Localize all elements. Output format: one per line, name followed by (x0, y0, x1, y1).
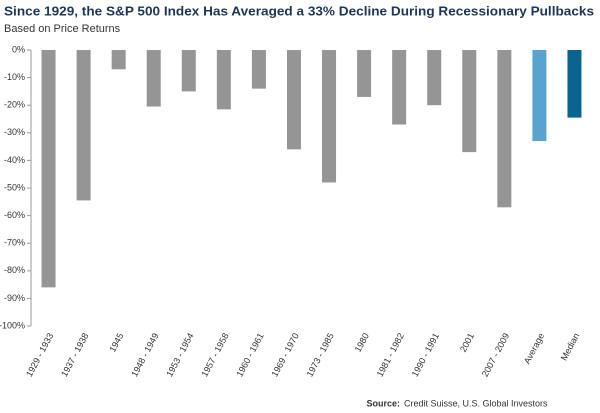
x-tick-label: 1973 - 1985 (305, 331, 336, 378)
x-tick-label: 1981 - 1982 (375, 331, 406, 378)
x-tick-label: 1960 - 1961 (234, 331, 265, 378)
y-tick-label: -60% (4, 210, 25, 220)
x-tick-label: Median (559, 331, 582, 362)
source-label: Source: (366, 398, 400, 408)
y-tick-label: -30% (4, 127, 25, 137)
y-tick-label: -100% (0, 320, 25, 330)
x-tick-label: 1980 (353, 331, 371, 353)
x-tick-label: Average (522, 331, 546, 365)
x-tick-label: 1948 - 1949 (129, 331, 160, 378)
bar (322, 50, 337, 183)
bar (462, 50, 477, 153)
bar (146, 50, 161, 107)
y-tick-label: -50% (4, 182, 25, 192)
bar (497, 50, 512, 208)
y-tick-label: -10% (4, 72, 25, 82)
x-tick-label: 1945 (107, 331, 125, 353)
bar (76, 50, 91, 201)
y-tick-label: -90% (4, 293, 25, 303)
x-tick-label: 1990 - 1991 (410, 331, 441, 378)
bar (251, 50, 266, 89)
chart-title: Since 1929, the S&P 500 Index Has Averag… (4, 3, 594, 18)
x-tick-label: 1969 - 1970 (269, 331, 300, 378)
bar (111, 50, 126, 70)
x-tick-label: 1937 - 1938 (59, 331, 90, 378)
x-tick-label: 1953 - 1954 (164, 331, 195, 378)
source-text: Credit Suisse, U.S. Global Investors (404, 398, 548, 408)
x-tick-label: 2007 - 2009 (480, 331, 511, 378)
bar (532, 50, 547, 142)
chart-subtitle: Based on Price Returns (4, 23, 121, 35)
bar (357, 50, 372, 97)
bar (181, 50, 196, 92)
x-tick-label: 1929 - 1933 (24, 331, 55, 378)
y-tick-label: -20% (4, 100, 25, 110)
bar (216, 50, 231, 110)
x-tick-label: 1957 - 1958 (199, 331, 230, 378)
bar (392, 50, 407, 125)
y-tick-label: 0% (12, 44, 25, 54)
bar (567, 50, 582, 118)
y-tick-label: -40% (4, 155, 25, 165)
bar (41, 50, 56, 288)
bar (427, 50, 442, 106)
y-tick-label: -70% (4, 238, 25, 248)
bar (286, 50, 301, 150)
y-tick-label: -80% (4, 265, 25, 275)
x-tick-label: 2001 (458, 331, 476, 353)
